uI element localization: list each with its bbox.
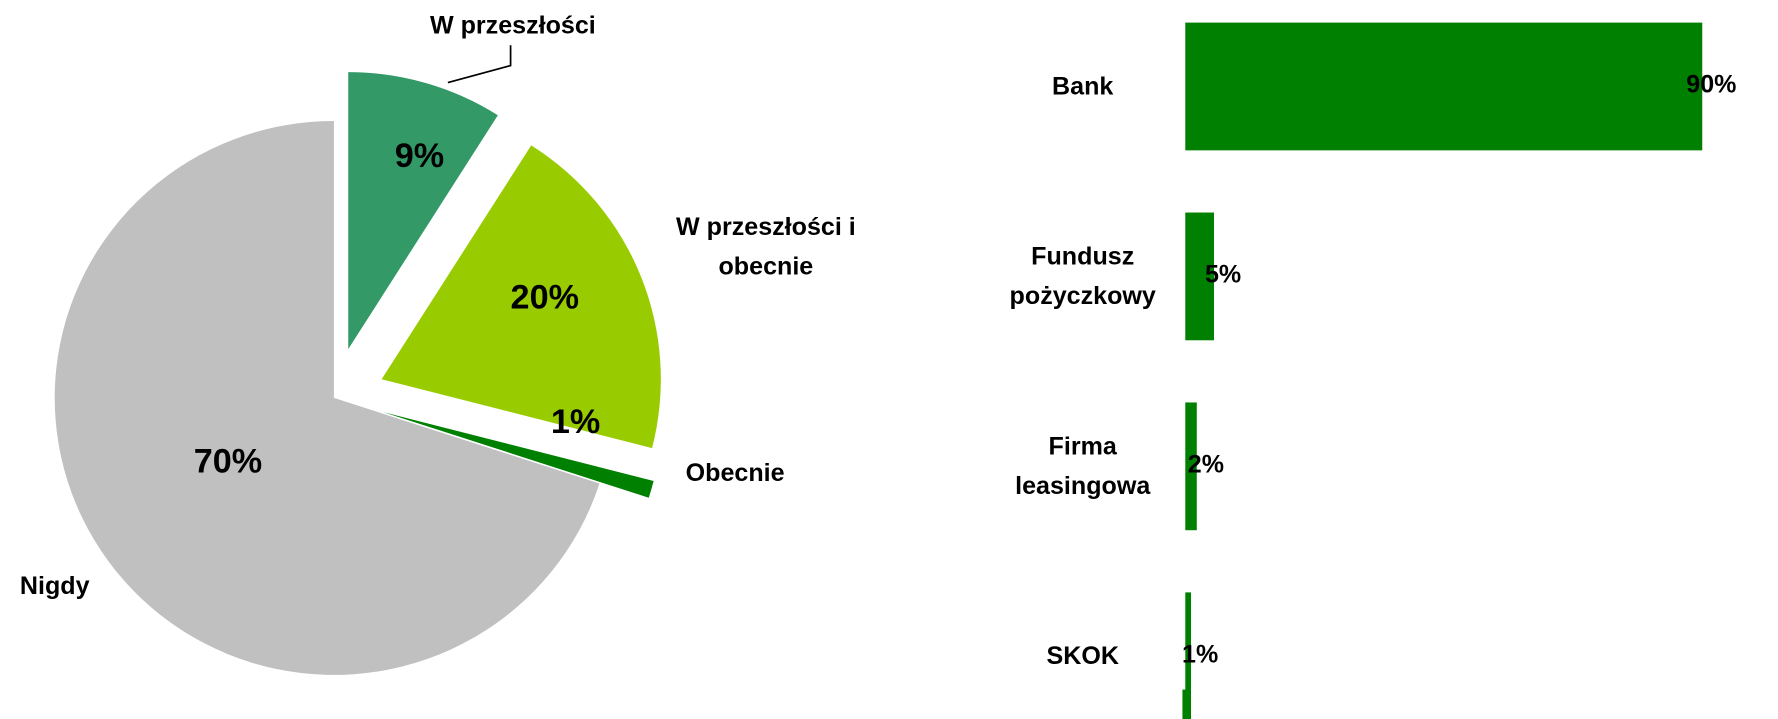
value-label: 20%: [511, 279, 579, 317]
category-label: SKOK: [1046, 641, 1119, 670]
category-label: Firma leasingowa: [1015, 431, 1151, 500]
category-label: Fundusz pożyczkowy: [1009, 241, 1156, 310]
bar: [1185, 402, 1197, 531]
category-label: Bank: [1052, 71, 1114, 101]
bar: [1185, 22, 1703, 151]
category-label: W przeszłości: [429, 10, 596, 40]
bar: [1185, 592, 1192, 719]
category-label: W przeszłości i obecnie: [676, 212, 856, 281]
value-label: 5%: [1205, 260, 1241, 288]
value-label: 90%: [1686, 71, 1736, 99]
pie-slice: [383, 412, 654, 498]
leader-line: [447, 45, 512, 84]
category-label: Nigdy: [19, 571, 90, 600]
pie-slice: [348, 72, 498, 350]
value-label: 70%: [194, 443, 262, 481]
pie-slice: [54, 120, 600, 675]
value-label: 2%: [1188, 450, 1224, 478]
value-label: 9%: [395, 137, 444, 175]
bar: [1185, 212, 1215, 341]
value-label: 1%: [551, 403, 600, 441]
pie-slice: [381, 145, 661, 449]
category-label: Obecnie: [685, 458, 785, 487]
value-label: 1%: [1182, 640, 1218, 668]
